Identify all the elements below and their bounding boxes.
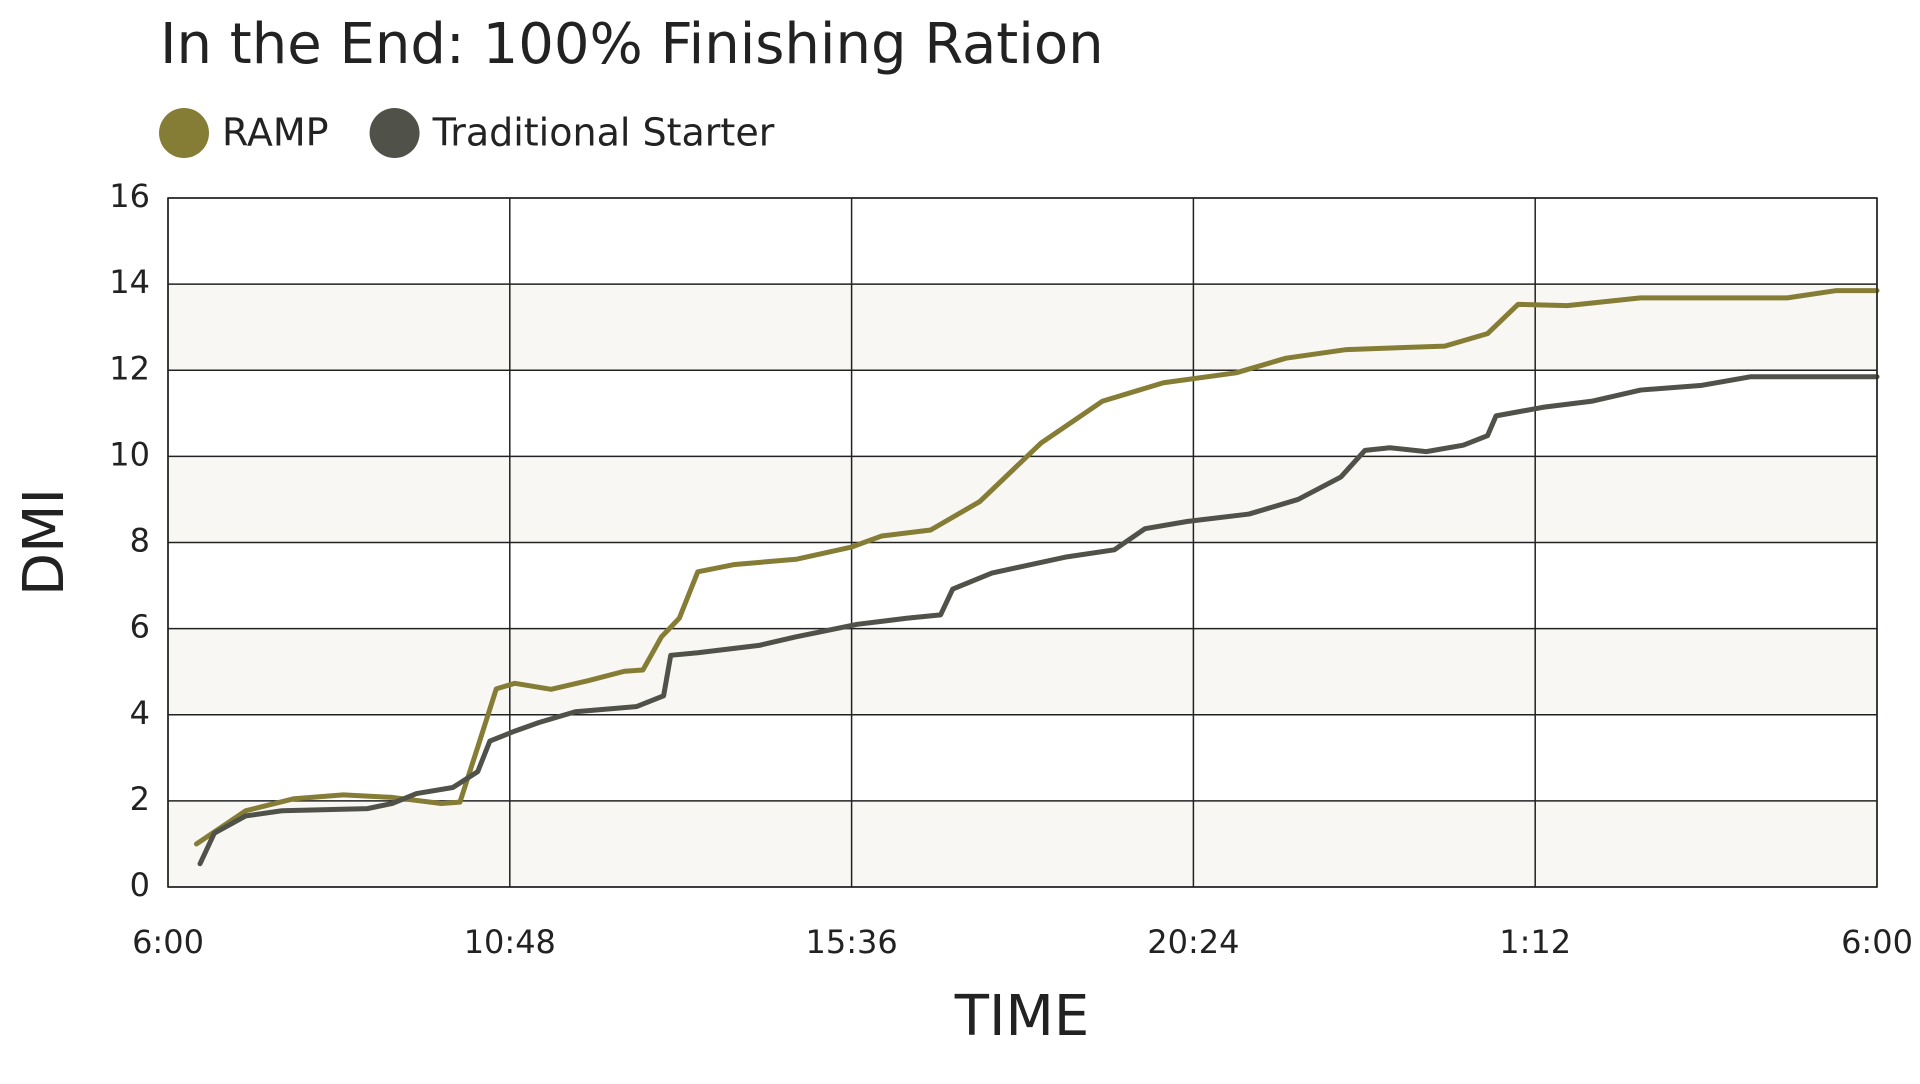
- x-axis-label: TIME: [954, 984, 1089, 1049]
- legend-label: RAMP: [222, 111, 329, 155]
- x-tick-label: 6:00: [132, 923, 204, 961]
- grid-band: [168, 800, 1877, 887]
- grid-band: [168, 284, 1877, 371]
- y-tick-label: 2: [130, 780, 150, 818]
- series-line: [193, 288, 1880, 847]
- x-tick-label: 20:24: [1147, 923, 1239, 961]
- x-tick-label: 15:36: [805, 923, 897, 961]
- y-tick-label: 10: [109, 435, 150, 473]
- grid-band: [168, 456, 1877, 543]
- y-tick-label: 16: [109, 177, 150, 215]
- chart-title: In the End: 100% Finishing Ration: [160, 12, 1104, 77]
- legend-swatch: [369, 108, 420, 158]
- x-tick-label: 10:48: [464, 923, 556, 961]
- y-tick-label: 12: [109, 349, 150, 387]
- y-tick-label: 0: [130, 866, 150, 904]
- plot-border: [167, 197, 1878, 888]
- x-tick-label: 6:00: [1841, 923, 1913, 961]
- y-tick-label: 8: [130, 522, 150, 560]
- y-tick-label: 4: [130, 694, 150, 732]
- legend-swatch: [159, 108, 209, 158]
- y-tick-label: 6: [130, 608, 150, 646]
- legend-label: Traditional Starter: [432, 111, 775, 155]
- x-tick-label: 1:12: [1499, 923, 1571, 961]
- grid-band: [168, 628, 1877, 715]
- series-line: [197, 374, 1880, 867]
- y-tick-label: 14: [109, 263, 150, 301]
- y-axis-label: DMI: [12, 488, 77, 596]
